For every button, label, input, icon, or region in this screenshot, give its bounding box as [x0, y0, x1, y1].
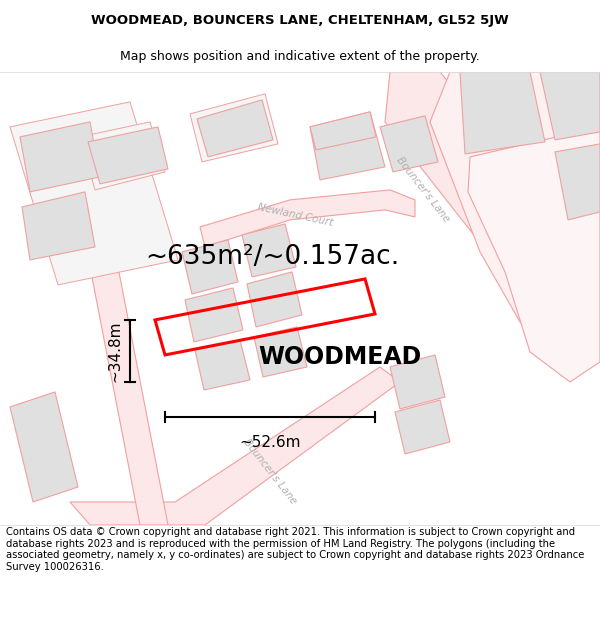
Polygon shape: [80, 122, 165, 190]
Polygon shape: [242, 224, 296, 277]
Polygon shape: [555, 144, 600, 220]
Polygon shape: [190, 94, 278, 162]
Polygon shape: [540, 72, 600, 140]
Polygon shape: [310, 112, 385, 180]
Polygon shape: [395, 400, 450, 454]
Polygon shape: [182, 240, 238, 294]
Polygon shape: [380, 116, 438, 172]
Polygon shape: [247, 272, 302, 327]
Polygon shape: [22, 192, 95, 260]
Polygon shape: [90, 267, 168, 525]
Polygon shape: [185, 288, 243, 342]
Polygon shape: [88, 127, 168, 184]
Text: ~52.6m: ~52.6m: [239, 435, 301, 450]
Text: WOODMEAD, BOUNCERS LANE, CHELTENHAM, GL52 5JW: WOODMEAD, BOUNCERS LANE, CHELTENHAM, GL5…: [91, 14, 509, 27]
Polygon shape: [430, 72, 600, 352]
Polygon shape: [254, 327, 307, 377]
Polygon shape: [200, 190, 415, 247]
Polygon shape: [70, 367, 400, 525]
Polygon shape: [195, 340, 250, 390]
Polygon shape: [460, 72, 545, 154]
Polygon shape: [385, 72, 600, 332]
Text: ~34.8m: ~34.8m: [107, 320, 122, 382]
Text: Map shows position and indicative extent of the property.: Map shows position and indicative extent…: [120, 49, 480, 62]
Text: Bouncer's Lane: Bouncer's Lane: [242, 438, 298, 506]
Text: Contains OS data © Crown copyright and database right 2021. This information is : Contains OS data © Crown copyright and d…: [6, 527, 584, 572]
Text: Newland Court: Newland Court: [256, 202, 334, 228]
Polygon shape: [310, 112, 376, 150]
Polygon shape: [20, 122, 100, 192]
Polygon shape: [10, 392, 78, 502]
Text: Bouncer's Lane: Bouncer's Lane: [395, 156, 451, 224]
Polygon shape: [197, 100, 273, 157]
Text: WOODMEAD: WOODMEAD: [259, 345, 422, 369]
Text: ~635m²/~0.157ac.: ~635m²/~0.157ac.: [145, 244, 399, 270]
Polygon shape: [390, 355, 445, 409]
Polygon shape: [468, 127, 600, 382]
Polygon shape: [10, 102, 178, 285]
